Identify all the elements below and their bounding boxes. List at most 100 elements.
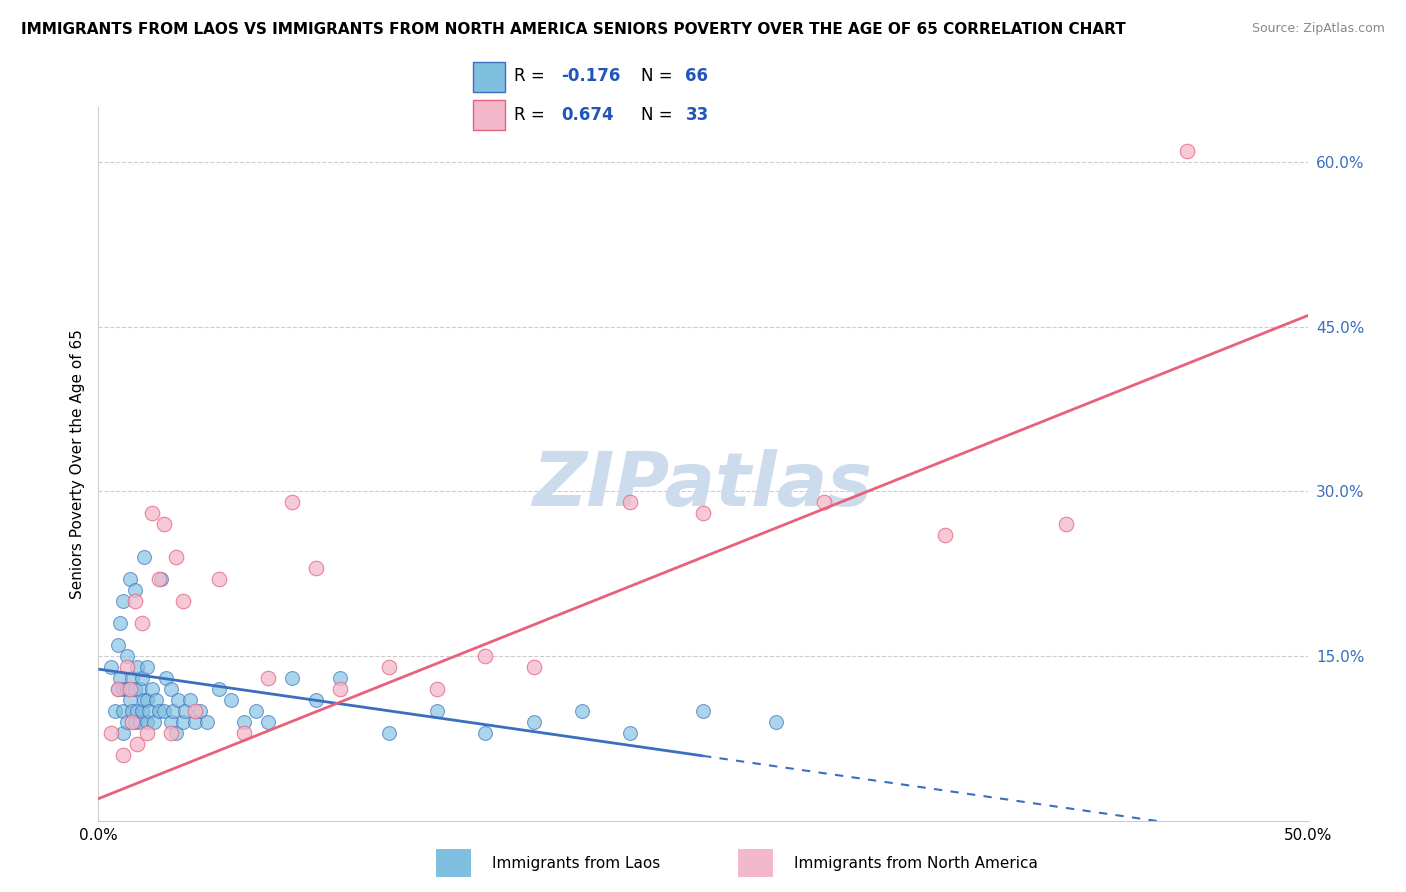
Text: Immigrants from North America: Immigrants from North America — [794, 855, 1038, 871]
Text: Immigrants from Laos: Immigrants from Laos — [492, 855, 661, 871]
Point — [117, 714, 139, 729]
Point — [619, 495, 641, 509]
Point — [329, 671, 352, 685]
Point — [134, 550, 156, 565]
Text: 66: 66 — [686, 68, 709, 86]
Point — [131, 704, 153, 718]
Point — [141, 681, 163, 696]
Point — [208, 572, 231, 586]
Point — [107, 638, 129, 652]
Point — [619, 726, 641, 740]
Point — [426, 681, 449, 696]
Point — [135, 660, 157, 674]
Point — [152, 517, 174, 532]
Point — [934, 528, 956, 542]
Point — [692, 704, 714, 718]
FancyBboxPatch shape — [738, 849, 773, 877]
Text: N =: N = — [641, 68, 678, 86]
Point — [131, 615, 153, 630]
Point — [104, 704, 127, 718]
Text: Source: ZipAtlas.com: Source: ZipAtlas.com — [1251, 22, 1385, 36]
Point — [245, 704, 267, 718]
Point — [523, 660, 546, 674]
Point — [118, 681, 141, 696]
Point — [179, 693, 201, 707]
Point — [117, 648, 139, 663]
Point — [160, 714, 183, 729]
Point — [184, 704, 207, 718]
Point — [128, 681, 150, 696]
Point — [305, 561, 328, 575]
Point — [134, 693, 156, 707]
Point — [145, 693, 167, 707]
Point — [108, 615, 131, 630]
Point — [162, 704, 184, 718]
Point — [108, 671, 131, 685]
Point — [111, 681, 134, 696]
Text: 33: 33 — [686, 105, 709, 123]
Point — [208, 681, 231, 696]
Point — [1054, 517, 1077, 532]
Point — [221, 693, 243, 707]
Point — [127, 660, 149, 674]
Text: IMMIGRANTS FROM LAOS VS IMMIGRANTS FROM NORTH AMERICA SENIORS POVERTY OVER THE A: IMMIGRANTS FROM LAOS VS IMMIGRANTS FROM … — [21, 22, 1126, 37]
Point — [765, 714, 787, 729]
Point — [124, 714, 146, 729]
Point — [305, 693, 328, 707]
Point — [127, 704, 149, 718]
Point — [256, 671, 278, 685]
Point — [474, 726, 496, 740]
Text: R =: R = — [515, 105, 550, 123]
Point — [195, 714, 218, 729]
Point — [174, 704, 197, 718]
Point — [167, 693, 190, 707]
Point — [377, 726, 399, 740]
Point — [118, 693, 141, 707]
Point — [100, 660, 122, 674]
Point — [121, 714, 143, 729]
Point — [148, 704, 170, 718]
FancyBboxPatch shape — [472, 62, 505, 92]
Point — [121, 704, 143, 718]
Point — [111, 704, 134, 718]
FancyBboxPatch shape — [436, 849, 471, 877]
Point — [118, 572, 141, 586]
Point — [111, 726, 134, 740]
Text: 0.674: 0.674 — [561, 105, 614, 123]
Point — [426, 704, 449, 718]
Point — [377, 660, 399, 674]
Point — [523, 714, 546, 729]
Point — [135, 726, 157, 740]
Point — [155, 671, 177, 685]
Y-axis label: Seniors Poverty Over the Age of 65: Seniors Poverty Over the Age of 65 — [69, 329, 84, 599]
Point — [184, 714, 207, 729]
Point — [232, 726, 254, 740]
Point — [329, 681, 352, 696]
Point — [281, 495, 304, 509]
Point — [148, 572, 170, 586]
Point — [107, 681, 129, 696]
Text: -0.176: -0.176 — [561, 68, 621, 86]
FancyBboxPatch shape — [472, 100, 505, 130]
Point — [571, 704, 593, 718]
Point — [124, 681, 146, 696]
Point — [131, 671, 153, 685]
Point — [165, 726, 187, 740]
Point — [143, 714, 166, 729]
Point — [152, 704, 174, 718]
Point — [135, 693, 157, 707]
Point — [188, 704, 211, 718]
Point — [124, 594, 146, 608]
Point — [107, 681, 129, 696]
Point — [111, 594, 134, 608]
Point — [281, 671, 304, 685]
Point — [127, 737, 149, 751]
Point — [232, 714, 254, 729]
Point — [813, 495, 835, 509]
Point — [160, 681, 183, 696]
Point — [172, 594, 194, 608]
Point — [165, 550, 187, 565]
Point — [150, 572, 173, 586]
Point — [124, 583, 146, 598]
Point — [172, 714, 194, 729]
